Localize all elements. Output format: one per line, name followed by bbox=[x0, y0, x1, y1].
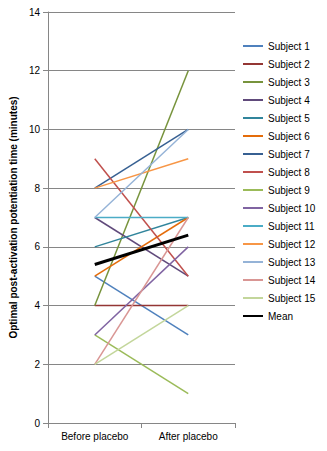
svg-text:Optimal post-activation potent: Optimal post-activation potentiation tim… bbox=[8, 96, 19, 338]
svg-text:Subject 1: Subject 1 bbox=[268, 41, 310, 52]
svg-text:Subject 7: Subject 7 bbox=[268, 149, 310, 160]
svg-text:Subject 5: Subject 5 bbox=[268, 113, 310, 124]
svg-text:Subject 3: Subject 3 bbox=[268, 77, 310, 88]
svg-text:Mean: Mean bbox=[268, 311, 293, 322]
svg-text:14: 14 bbox=[29, 7, 41, 18]
svg-text:Subject 13: Subject 13 bbox=[268, 257, 316, 268]
svg-text:Subject 14: Subject 14 bbox=[268, 275, 316, 286]
svg-text:4: 4 bbox=[34, 300, 40, 311]
svg-text:Subject 10: Subject 10 bbox=[268, 203, 316, 214]
svg-text:Before placebo: Before placebo bbox=[61, 431, 129, 442]
svg-text:Subject 11: Subject 11 bbox=[268, 221, 315, 232]
svg-text:After placebo: After placebo bbox=[159, 431, 218, 442]
svg-text:Subject 12: Subject 12 bbox=[268, 239, 316, 250]
svg-text:Subject 4: Subject 4 bbox=[268, 95, 310, 106]
svg-text:Subject 8: Subject 8 bbox=[268, 167, 310, 178]
svg-text:12: 12 bbox=[29, 65, 41, 76]
svg-text:Subject 15: Subject 15 bbox=[268, 293, 316, 304]
svg-text:2: 2 bbox=[34, 359, 40, 370]
svg-text:Subject 6: Subject 6 bbox=[268, 131, 310, 142]
svg-text:0: 0 bbox=[34, 418, 40, 429]
svg-text:Subject 2: Subject 2 bbox=[268, 59, 310, 70]
svg-text:6: 6 bbox=[34, 241, 40, 252]
svg-text:8: 8 bbox=[34, 183, 40, 194]
svg-text:Subject 9: Subject 9 bbox=[268, 185, 310, 196]
svg-text:10: 10 bbox=[29, 124, 41, 135]
